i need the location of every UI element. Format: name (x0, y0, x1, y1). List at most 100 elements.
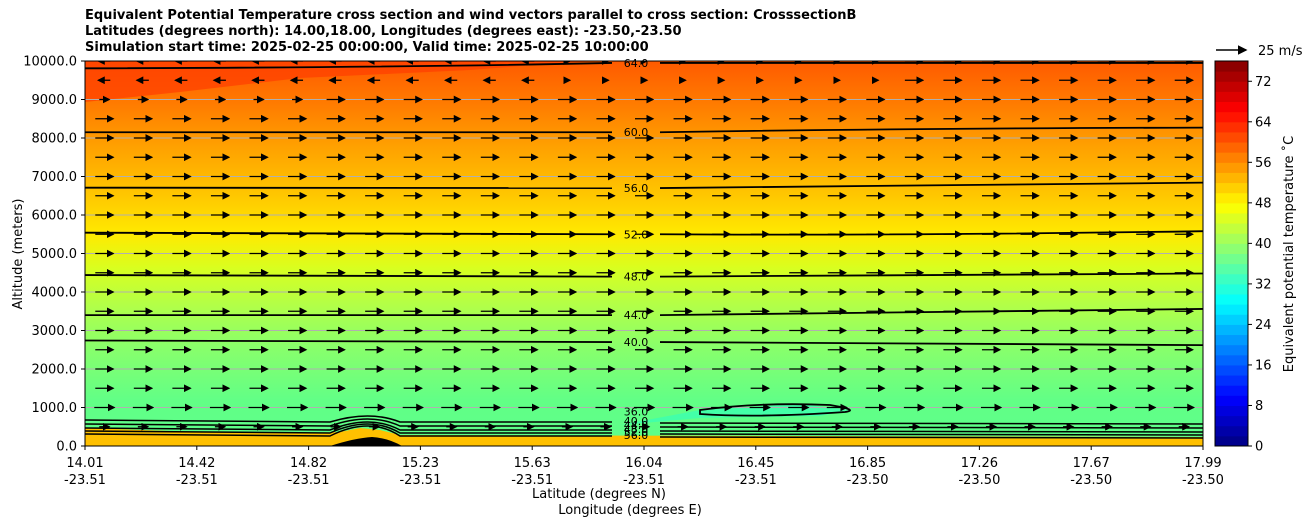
x-tick-label-lat: 15.63 (514, 456, 551, 471)
colorbar-tick-label: 40 (1255, 237, 1272, 252)
colorbar-frame (1214, 60, 1249, 447)
colorbar-band (1215, 162, 1248, 173)
colorbar-band (1215, 212, 1248, 224)
y-tick-label: 7000.0 (32, 170, 78, 185)
surface-contour-line (85, 425, 1203, 439)
y-tick-label: 0.0 (56, 440, 77, 455)
y-tick-label: 2000.0 (32, 363, 78, 378)
colorbar-tick-label: 64 (1255, 115, 1272, 130)
colorbar-band (1215, 111, 1248, 123)
chart-title-line-1: Equivalent Potential Temperature cross s… (85, 8, 857, 23)
colorbar-band (1215, 142, 1248, 153)
colorbar-band (1215, 81, 1248, 92)
surface-contour-label: 56.0 (624, 429, 649, 442)
contour-line (659, 126, 1203, 134)
y-tick-label: 3000.0 (32, 324, 78, 339)
colorbar-band (1215, 354, 1248, 366)
colorbar-band (1215, 131, 1248, 143)
colorbar: 0 8 16 24 32 40 48 56 64 72 (1214, 60, 1272, 455)
contour-label: 48.0 (624, 271, 649, 284)
y-tick-label: 1000.0 (32, 401, 78, 416)
colorbar-band (1215, 61, 1248, 72)
colorbar-band (1215, 152, 1248, 163)
x-tick-label-lat: 15.23 (402, 456, 439, 471)
y-axis-label: Altitude (meters) (11, 199, 26, 310)
chart-title-line-3: Simulation start time: 2025-02-25 00:00:… (85, 40, 649, 55)
x-tick-label-lon: -23.51 (735, 473, 777, 488)
surface-contour-line (85, 421, 1203, 433)
colorbar-band (1215, 385, 1248, 396)
contour-line (85, 339, 613, 343)
contour-line (659, 181, 1203, 189)
contour-line (85, 62, 613, 70)
colorbar-band (1215, 375, 1248, 386)
x-tick-label-lat: 16.04 (625, 456, 662, 471)
colorbar-band (1215, 223, 1248, 234)
surface-contour-label: 44.0 (624, 419, 649, 432)
upper-warm-field (85, 61, 1200, 102)
contour-label: 52.0 (624, 228, 649, 241)
x-tick-label-lon: -23.51 (64, 473, 106, 488)
x-tick-label-lon: -23.51 (623, 473, 665, 488)
colorbar-band (1215, 101, 1248, 113)
y-tick-label: 9000.0 (32, 93, 78, 108)
colorbar-band (1215, 334, 1248, 346)
colorbar-tick-label: 0 (1255, 440, 1263, 455)
colorbar-tick-label: 24 (1255, 318, 1272, 333)
colorbar-band (1215, 425, 1248, 437)
colorbar-band (1215, 395, 1248, 406)
x-tick-label-lon: -23.50 (847, 473, 889, 488)
x-tick-label-lat: 14.42 (178, 456, 215, 471)
x-tick-label-lat: 16.45 (737, 456, 774, 471)
contour-line (659, 341, 1203, 347)
colorbar-tick-label: 72 (1255, 75, 1272, 90)
wind-vectors (94, 61, 1196, 431)
surface-contour-label: 40.0 (624, 415, 649, 428)
terrain-profile (330, 437, 402, 446)
y-tick-label: 6000.0 (32, 209, 78, 224)
contour-label: 44.0 (624, 309, 649, 322)
colorbar-band (1215, 253, 1248, 265)
x-tick-label-lat: 14.01 (66, 456, 103, 471)
x-tick-label-lat: 17.26 (961, 456, 998, 471)
colorbar-band (1215, 273, 1248, 285)
y-tick-label: 10000.0 (23, 55, 77, 70)
colorbar-label: Equivalent potential temperature ˚C (1281, 136, 1297, 372)
x-tick-label-lat: 17.99 (1184, 456, 1221, 471)
colorbar-tick-label: 16 (1255, 358, 1272, 373)
colorbar-band (1215, 233, 1248, 244)
colorbar-band (1215, 283, 1248, 295)
colorbar-band (1215, 243, 1248, 254)
y-tick-label: 4000.0 (32, 286, 78, 301)
x-axis-label-longitude: Longitude (degrees E) (558, 503, 702, 518)
colorbar-tick-label: 8 (1255, 399, 1263, 414)
x-tick-label-lon: -23.51 (288, 473, 330, 488)
colorbar-tick-label: 56 (1255, 156, 1272, 171)
x-tick-label-lon: -23.50 (1182, 473, 1224, 488)
x-tick-label-lon: -23.51 (176, 473, 218, 488)
y-tick-label: 8000.0 (32, 132, 78, 147)
x-axis-label-latitude: Latitude (degrees N) (532, 487, 666, 502)
colorbar-band (1215, 182, 1248, 194)
colorbar-tick-label: 48 (1255, 196, 1272, 211)
surface-contour-label: 48.0 (624, 423, 649, 436)
colorbar-band (1215, 314, 1248, 325)
moist-pocket-field (620, 404, 850, 425)
colorbar-band (1215, 121, 1248, 133)
colorbar-band (1215, 405, 1248, 417)
surface-contour-line (85, 423, 1203, 436)
colorbar-band (1215, 91, 1248, 103)
contour-line (85, 274, 613, 278)
colorbar-band (1215, 294, 1248, 305)
colorbar-band (1215, 263, 1248, 275)
x-tick-label-lat: 16.85 (849, 456, 886, 471)
colorbar-band (1215, 324, 1248, 336)
x-tick-label-lon: -23.51 (511, 473, 553, 488)
x-tick-label-lat: 17.67 (1073, 456, 1110, 471)
x-tick-label-lon: -23.50 (1070, 473, 1112, 488)
x-axis: 14.01 -23.51 14.42 -23.51 14.82 -23.51 15.23 -2… (64, 446, 1224, 488)
x-tick-label-lon: -23.50 (958, 473, 1000, 488)
contour-label: 56.0 (624, 182, 649, 195)
x-tick-label-lon: -23.51 (399, 473, 441, 488)
contour-line (699, 403, 851, 417)
